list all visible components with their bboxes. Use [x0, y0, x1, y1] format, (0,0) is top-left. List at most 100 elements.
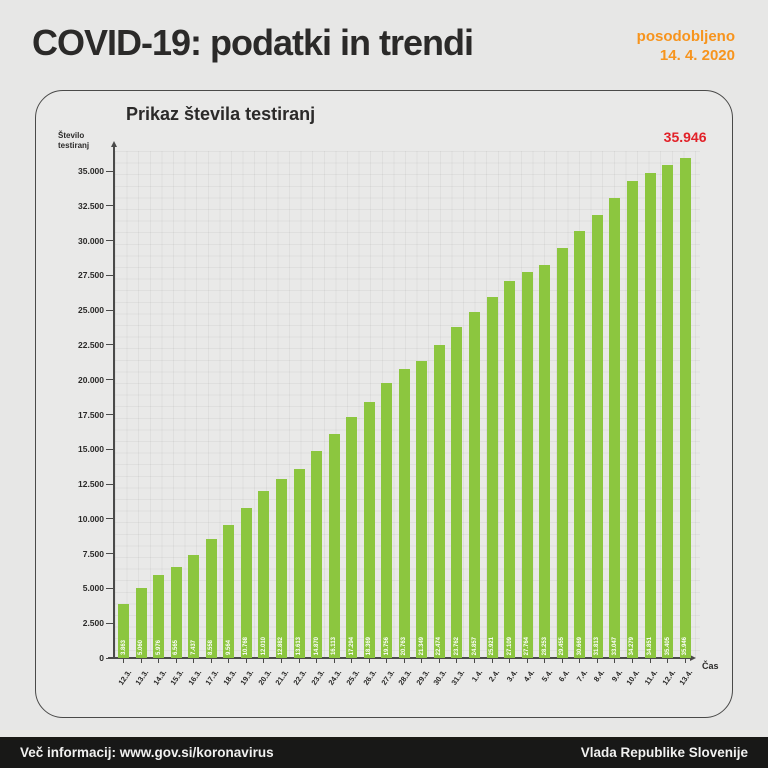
- bar: 16.113: [328, 433, 340, 658]
- y-tick: [106, 657, 114, 659]
- bar: 29.455: [556, 248, 568, 658]
- bar: 17.294: [346, 417, 358, 658]
- x-tick: [596, 659, 598, 663]
- bar-value-label: 30.669: [576, 636, 583, 655]
- y-tick-label: 22.500: [78, 339, 104, 350]
- bar-value-label: 23.762: [453, 636, 460, 655]
- x-tick: [140, 659, 142, 663]
- y-tick-label: 25.000: [78, 305, 104, 316]
- y-tick: [106, 379, 114, 381]
- y-tick: [106, 240, 114, 242]
- bar-value-label: 12.010: [260, 636, 267, 655]
- bar-value-label: 13.613: [296, 636, 302, 655]
- bar: 35.405: [662, 165, 674, 658]
- x-axis-label: Čas: [702, 661, 719, 671]
- bar: 27.764: [521, 271, 533, 658]
- y-tick-label: 10.000: [78, 513, 104, 524]
- bar: 12.010: [258, 490, 270, 658]
- y-tick-label: 32.500: [78, 200, 104, 211]
- x-tick: [351, 659, 353, 663]
- y-tick-label: 20.000: [78, 374, 104, 385]
- bar-value-label: 18.369: [366, 636, 373, 655]
- y-tick: [106, 309, 114, 311]
- x-tick: [526, 659, 528, 663]
- y-axis-label-line2: testiranj: [58, 141, 90, 150]
- x-tick: [368, 659, 370, 663]
- x-tick: [263, 659, 265, 663]
- bar: 9.564: [223, 524, 235, 658]
- bar: 27.109: [504, 280, 516, 658]
- y-tick: [106, 448, 114, 450]
- x-tick: [175, 659, 177, 663]
- x-axis-arrow: [690, 654, 696, 661]
- footer-info-link: Več informacij: www.gov.si/koronavirus: [20, 745, 274, 760]
- y-tick: [106, 518, 114, 520]
- bar-value-label: 31.813: [594, 636, 601, 655]
- y-tick: [106, 587, 114, 589]
- bar-value-label: 19.756: [383, 636, 390, 655]
- y-axis-label: Število testiranj: [58, 131, 89, 151]
- bar: 7.437: [188, 554, 200, 658]
- bar: 18.369: [363, 402, 375, 658]
- bar-value-label: 17.294: [348, 636, 355, 655]
- bar-value-label: 29.455: [559, 636, 566, 655]
- y-tick: [106, 553, 114, 555]
- x-tick: [491, 659, 493, 663]
- bar-value-label: 20.763: [401, 636, 408, 655]
- x-tick: [158, 659, 160, 663]
- bar: 34.279: [626, 181, 638, 658]
- updated-stamp: posodobljeno 14. 4. 2020: [637, 27, 735, 65]
- y-tick-label: 27.500: [78, 270, 104, 281]
- y-tick: [106, 483, 114, 485]
- bar: 22.474: [433, 345, 445, 658]
- footer-government: Vlada Republike Slovenije: [580, 745, 748, 760]
- bar: 12.882: [275, 478, 287, 658]
- y-tick: [106, 170, 114, 172]
- bar-value-label: 10.768: [243, 636, 250, 655]
- bar-value-label: 6.565: [173, 639, 180, 655]
- bar-value-label: 33.047: [611, 636, 618, 655]
- bar: 25.921: [486, 297, 498, 658]
- bar: 24.857: [469, 312, 480, 658]
- bar-value-label: 25.921: [489, 636, 496, 655]
- bar-value-label: 27.764: [524, 636, 531, 655]
- chart-title: Prikaz števila testiranj: [126, 104, 316, 124]
- bar-value-label: 22.474: [436, 636, 443, 655]
- x-tick: [561, 659, 563, 663]
- bar-value-label: 35.946: [682, 636, 689, 655]
- y-tick: [106, 274, 114, 276]
- x-tick: [649, 659, 651, 663]
- bar: 28.253: [539, 264, 551, 658]
- y-tick: [106, 622, 114, 624]
- x-tick: [280, 659, 282, 663]
- y-tick-label: 12.500: [78, 479, 104, 490]
- bar: 34.851: [644, 173, 656, 658]
- x-tick: [544, 659, 546, 663]
- y-tick-label: 5.000: [82, 583, 104, 594]
- x-tick: [474, 659, 475, 663]
- y-tick-label: 17.500: [78, 409, 104, 420]
- bar: 13.613: [293, 468, 305, 658]
- y-tick-label: 30.000: [78, 235, 104, 246]
- footer-bar: Več informacij: www.gov.si/koronavirus V…: [0, 737, 768, 768]
- x-tick: [421, 659, 423, 663]
- x-tick: [667, 659, 669, 663]
- bar: 5.976: [153, 574, 165, 658]
- bar: 23.762: [451, 327, 463, 658]
- bar-value-label: 35.405: [664, 636, 671, 655]
- y-tick-label: 7.500: [82, 548, 104, 559]
- x-tick: [456, 659, 458, 663]
- y-axis-label-line1: Število: [58, 131, 85, 140]
- bar-value-label: 5.060: [138, 639, 145, 655]
- y-tick-label: 15.000: [78, 444, 104, 455]
- x-tick: [438, 659, 440, 663]
- bar-value-label: 9.564: [225, 639, 232, 655]
- bar-value-label: 7.437: [190, 639, 197, 655]
- bar: 33.047: [609, 198, 621, 658]
- bar: 6.565: [170, 566, 182, 658]
- x-tick: [631, 659, 633, 663]
- x-tick: [245, 659, 247, 663]
- highlight-value: 35.946: [663, 129, 707, 145]
- bar-value-label: 14.870: [313, 636, 320, 655]
